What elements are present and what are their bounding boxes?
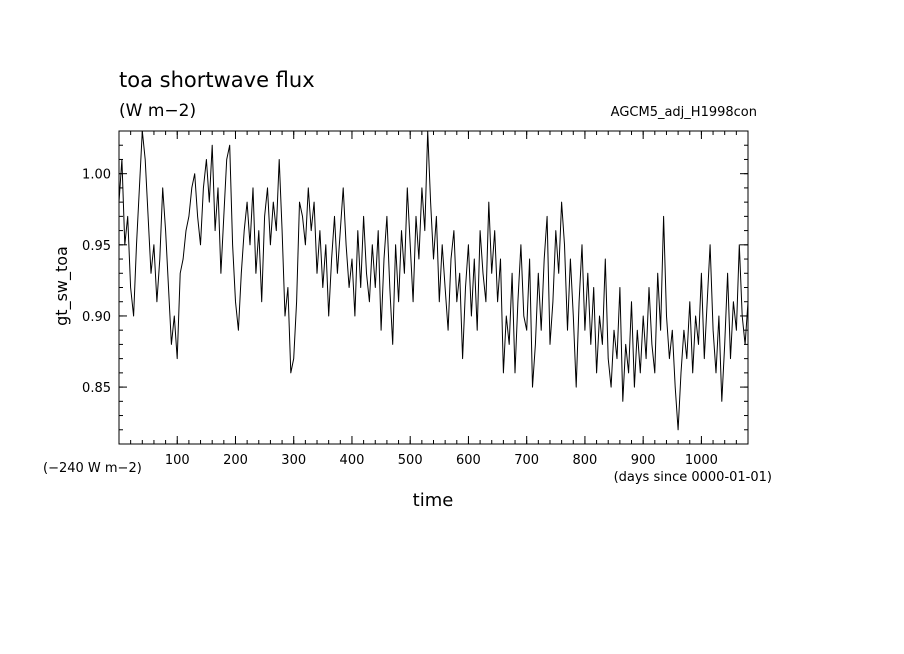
offset-label: (−240 W m−2) [43,461,142,476]
x-tick-label: 800 [573,453,598,468]
chart-units: (W m−2) [119,101,197,121]
x-tick-label: 700 [514,453,539,468]
x-tick-label: 900 [631,453,656,468]
series-line [118,130,749,431]
y-tick-label: 0.85 [82,381,111,396]
x-tick-label: 200 [223,453,248,468]
x-tick-label: 400 [340,453,365,468]
x-axis-units: (days since 0000-01-01) [613,470,772,485]
y-tick-label: 0.95 [82,239,111,254]
y-tick-label: 0.90 [82,310,111,325]
run-label: AGCM5_adj_H1998con [610,105,757,120]
x-tick-label: 300 [281,453,306,468]
x-axis-label: time [412,490,454,511]
x-tick-label: 600 [456,453,481,468]
chart-title: toa shortwave flux [119,68,315,92]
y-tick-label: 1.00 [82,168,111,183]
x-tick-label: 1000 [685,453,718,468]
x-tick-label: 500 [398,453,423,468]
x-tick-label: 100 [165,453,190,468]
